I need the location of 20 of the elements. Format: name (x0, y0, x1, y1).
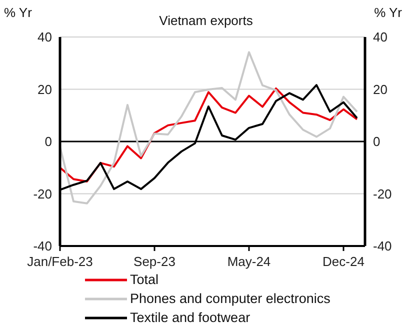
x-tick-label: Sep-23 (134, 254, 176, 269)
y2-tick-label: -40 (373, 238, 392, 254)
y-tick-label: 0 (44, 134, 52, 150)
x-tick-label: Dec-24 (322, 254, 364, 269)
y-tick-label: -20 (33, 186, 52, 202)
y-tick-label: -40 (33, 238, 52, 254)
y2-tick-label: 0 (373, 134, 380, 150)
y-tick-label: 20 (38, 82, 52, 97)
y2-tick-label: 20 (373, 82, 388, 97)
legend-label: Textile and footwear (130, 309, 250, 326)
legend-label: Total (130, 271, 159, 288)
y2-tick-label: -20 (373, 186, 392, 202)
y2-axis-title: % Yr (374, 5, 402, 20)
y-tick-label: 40 (38, 30, 52, 45)
y2-tick-label: 40 (373, 30, 388, 45)
x-tick-label: Jan/Feb-23 (27, 254, 93, 269)
legend-label: Phones and computer electronics (130, 290, 330, 307)
chart-title: Vietnam exports (159, 13, 253, 28)
y-axis-title: % Yr (4, 5, 32, 20)
x-tick-label: May-24 (227, 254, 271, 269)
